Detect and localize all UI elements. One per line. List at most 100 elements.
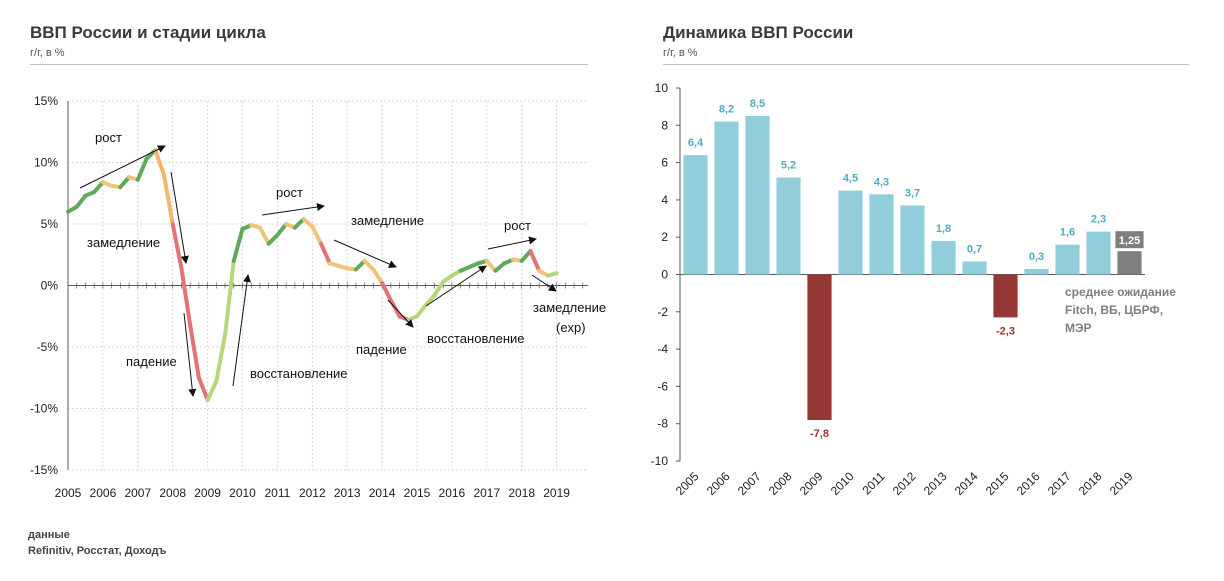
- value-label: 5,2: [781, 160, 796, 172]
- x-tick-label: 2016: [1014, 469, 1043, 498]
- annotation-fall-2: падение: [356, 342, 407, 357]
- x-tick-label: 2019: [1107, 469, 1136, 498]
- value-label: 4,5: [843, 173, 858, 185]
- gdp-line-segment: [414, 303, 428, 319]
- value-label: 0,3: [1029, 251, 1044, 263]
- gdp-line-segment: [432, 279, 446, 298]
- annotation-slowdown-3: замедление: [533, 300, 606, 315]
- gdp-line-segment: [319, 241, 332, 266]
- gdp-line-segment: [118, 175, 132, 190]
- x-tick-label: 2015: [983, 469, 1012, 498]
- value-label-box: [1115, 231, 1144, 249]
- y-tick-label: -5%: [37, 340, 59, 354]
- value-label: 1,6: [1060, 227, 1075, 239]
- x-tick-label: 2005: [673, 469, 702, 498]
- value-label: 8,2: [719, 104, 734, 116]
- gdp-line-segment: [353, 258, 367, 272]
- y-tick-label: 0%: [41, 279, 59, 293]
- x-tick-label: 2010: [229, 486, 256, 500]
- gdp-line-segment: [362, 258, 376, 272]
- x-tick-label: 2007: [735, 469, 764, 498]
- x-tick-label: 2018: [508, 486, 535, 500]
- y-tick-label: -2: [657, 305, 668, 319]
- x-tick-label: 2016: [439, 486, 466, 500]
- bar-2016: [1024, 268, 1049, 275]
- x-tick-label: 2012: [890, 469, 919, 498]
- y-tick-label: 2: [661, 230, 668, 244]
- x-tick-label: 2018: [1076, 469, 1105, 498]
- value-label: 0,7: [967, 243, 982, 255]
- value-label: 1,25: [1119, 235, 1140, 247]
- source-label: данные: [28, 529, 70, 541]
- x-tick-label: 2011: [859, 469, 887, 497]
- gdp-line-segment: [74, 193, 88, 209]
- gdp-line-segment: [423, 293, 437, 308]
- x-tick-label: 2005: [55, 486, 82, 500]
- gdp-line-segment: [188, 322, 201, 380]
- gdp-line-segment: [205, 379, 219, 402]
- x-tick-label: 2008: [159, 486, 186, 500]
- bar-2014: [962, 261, 987, 275]
- y-tick-label: -8: [657, 417, 668, 431]
- bar-2017: [1055, 244, 1080, 275]
- x-tick-label: 2019: [543, 486, 570, 500]
- x-tick-label: 2009: [194, 486, 221, 500]
- annotation-exp: (exp): [556, 320, 586, 335]
- y-tick-label: 5%: [41, 217, 59, 231]
- gdp-line-segment: [214, 332, 228, 384]
- bar-2008: [776, 177, 801, 275]
- gdp-line-segment: [292, 217, 306, 230]
- x-tick-label: 2007: [124, 486, 151, 500]
- value-label: 3,7: [905, 187, 920, 199]
- gdp-line-segment: [161, 172, 175, 226]
- x-tick-label: 2013: [334, 486, 361, 500]
- gdp-line-segment: [528, 249, 542, 273]
- x-tick-label: 2010: [828, 469, 857, 498]
- value-label: 6,4: [688, 137, 704, 149]
- gdp-line-segment: [223, 258, 236, 337]
- y-tick-label: 8: [661, 118, 668, 132]
- y-tick-label: -6: [657, 379, 668, 393]
- annotation-slowdown-1: замедление: [87, 235, 160, 250]
- annotation-fall-1: падение: [126, 354, 177, 369]
- bar-2006: [714, 121, 739, 275]
- value-label: 2,3: [1091, 214, 1106, 226]
- arrow-recovery-1: [232, 274, 252, 387]
- gdp-cycle-line-chart: -15% -10% -5% 0% 5% 10% 15% 2005 2006 2007 2008 200…: [30, 94, 606, 500]
- gdp-line-segment: [545, 271, 559, 278]
- arrow-growth-3: [487, 236, 537, 250]
- annotation-growth-3: рост: [504, 218, 531, 233]
- y-tick-label: 4: [661, 193, 668, 207]
- right-chart-title: Динамика ВВП России: [663, 23, 854, 42]
- y-tick-label: -10%: [30, 402, 58, 416]
- annotation-growth-1: рост: [95, 130, 122, 145]
- bar-2007: [745, 115, 770, 275]
- value-label: 8,5: [750, 98, 765, 110]
- gdp-line-segment: [257, 225, 271, 246]
- expectation-note-line-2: Fitch, ВБ, ЦБРФ,: [1065, 303, 1163, 317]
- x-tick-label: 2013: [921, 469, 950, 498]
- gdp-line-segment: [275, 222, 289, 238]
- gdp-line-segment: [196, 375, 210, 402]
- expectation-note: среднее ожидание Fitch, ВБ, ЦБРФ, МЭР: [1065, 285, 1176, 335]
- right-chart-subtitle: г/г, в %: [663, 47, 698, 59]
- value-label: -2,3: [996, 325, 1015, 337]
- gdp-line-segment: [153, 148, 166, 177]
- expectation-note-line-3: МЭР: [1065, 321, 1092, 335]
- x-tick-label: 2017: [1045, 469, 1074, 498]
- gdp-line-segment: [135, 156, 149, 182]
- x-tick-label: 2017: [473, 486, 500, 500]
- gdp-line-segment: [380, 281, 393, 303]
- bar-2009: [807, 274, 832, 420]
- arrow-fall-2: [387, 299, 414, 328]
- value-label: 4,3: [874, 176, 889, 188]
- bar-2019: [1117, 251, 1142, 275]
- bar-2013: [931, 240, 956, 275]
- x-tick-label: 2014: [952, 469, 981, 498]
- source-text: Refinitiv, Росстат, Доходъ: [28, 545, 167, 557]
- y-tick-label: -4: [657, 342, 668, 356]
- arrow-slowdown-3: [531, 274, 557, 292]
- right-title-rule: [663, 64, 1189, 65]
- bar-2010: [838, 190, 863, 275]
